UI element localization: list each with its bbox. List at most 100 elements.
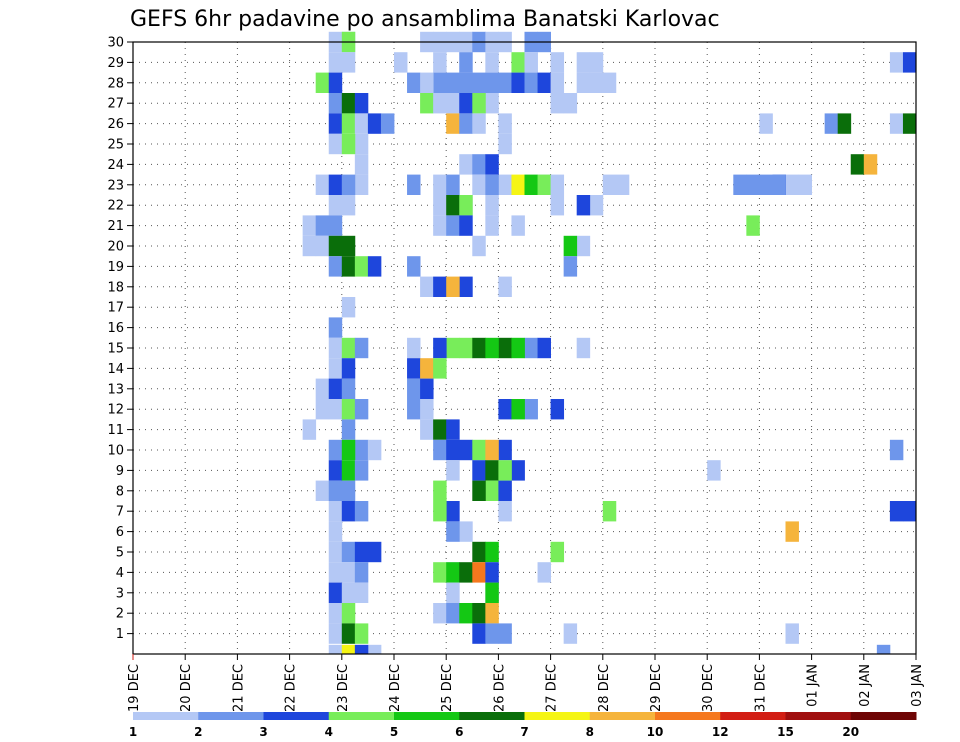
heatmap-cell <box>407 378 421 399</box>
heatmap-cell <box>328 501 343 522</box>
heatmap-cell <box>772 174 786 195</box>
heatmap-cell <box>341 399 356 420</box>
heatmap-cell <box>485 337 499 359</box>
heatmap-cell <box>485 52 499 73</box>
heatmap-cell <box>341 93 356 114</box>
heatmap-cell <box>446 337 460 359</box>
heatmap-cell <box>328 93 343 114</box>
heatmap-cell <box>354 93 369 114</box>
heatmap-cell <box>328 399 343 420</box>
heatmap-cell <box>889 439 904 461</box>
y-tick-label: 28 <box>107 76 124 91</box>
heatmap-cell <box>459 154 473 175</box>
heatmap-cell <box>433 419 447 440</box>
colorbar-tick-label: 5 <box>390 725 398 739</box>
heatmap-cell <box>446 93 460 114</box>
colorbar-tick-label: 7 <box>520 725 528 739</box>
y-tick-label: 20 <box>107 240 124 255</box>
colorbar-tick-label: 15 <box>777 725 794 739</box>
heatmap-cell <box>328 644 343 654</box>
heatmap-cell <box>459 72 473 93</box>
y-tick-label: 11 <box>107 423 124 438</box>
heatmap-cell <box>302 215 317 236</box>
y-tick-label: 1 <box>116 627 124 642</box>
heatmap-cell <box>341 337 356 359</box>
x-tick-label: 26 DEC <box>492 664 507 712</box>
heatmap-cell <box>433 439 447 461</box>
heatmap-cell <box>341 419 356 440</box>
heatmap-cell <box>759 113 773 134</box>
y-tick-label: 9 <box>116 464 124 479</box>
heatmap-cell <box>354 113 369 134</box>
y-tick-label: 2 <box>116 607 124 622</box>
x-tick-label: 19 DEC <box>127 664 142 712</box>
heatmap-cell <box>550 72 565 93</box>
heatmap-cell <box>446 501 460 522</box>
heatmap-cell <box>498 113 512 134</box>
heatmap-cell <box>485 582 499 603</box>
heatmap-cell <box>459 195 473 216</box>
heatmap-cell <box>433 174 447 195</box>
y-tick-label: 25 <box>107 138 124 153</box>
heatmap-cell <box>354 644 369 654</box>
heatmap-cell <box>472 93 486 114</box>
heatmap-cell <box>407 256 421 277</box>
heatmap-cell <box>328 358 343 379</box>
heatmap-cell <box>459 521 473 542</box>
heatmap-cell <box>328 582 343 603</box>
y-tick-label: 19 <box>107 260 124 275</box>
heatmap-cell <box>498 480 512 501</box>
colorbar-tick-label: 10 <box>647 725 664 739</box>
heatmap-cell <box>328 52 343 73</box>
heatmap-cell <box>498 133 512 155</box>
colorbar-tick-label: 1 <box>129 725 137 739</box>
colorbar-tick-label: 3 <box>259 725 267 739</box>
heatmap-cell <box>433 195 447 216</box>
heatmap-cell <box>354 174 369 195</box>
heatmap-cell <box>341 541 356 563</box>
x-tick-label: 22 DEC <box>284 664 299 712</box>
heatmap-cell <box>850 154 865 175</box>
heatmap-cell <box>341 358 356 379</box>
heatmap-cell <box>354 256 369 277</box>
heatmap-cell <box>785 174 799 195</box>
heatmap-cell <box>420 93 434 114</box>
heatmap-cell <box>485 562 499 583</box>
heatmap-cell <box>341 256 356 277</box>
heatmap-cell <box>446 419 460 440</box>
y-tick-label: 7 <box>116 505 124 520</box>
heatmap-cell <box>459 562 473 583</box>
heatmap-cell <box>563 235 578 257</box>
heatmap-cell <box>876 644 891 654</box>
heatmap-cell <box>524 174 538 195</box>
heatmap-cell <box>446 562 460 583</box>
heatmap-cell <box>446 439 460 461</box>
y-tick-label: 21 <box>107 219 124 234</box>
y-tick-label: 30 <box>107 36 124 51</box>
colorbar-swatch <box>394 712 460 720</box>
heatmap-cell <box>328 195 343 216</box>
heatmap-cell <box>328 337 343 359</box>
heatmap-cell <box>472 174 486 195</box>
heatmap-cell <box>589 72 604 93</box>
heatmap-cell <box>354 623 369 644</box>
heatmap-cell <box>420 378 434 399</box>
heatmap-cell <box>354 399 369 420</box>
heatmap-cell <box>302 235 317 257</box>
y-tick-label: 10 <box>107 444 124 459</box>
heatmap-cell <box>354 501 369 522</box>
heatmap-cell <box>341 133 356 155</box>
heatmap-cell <box>472 623 486 644</box>
heatmap-cell <box>328 541 343 563</box>
heatmap-cell <box>446 460 460 481</box>
heatmap-cell <box>902 113 917 134</box>
heatmap-cell <box>367 256 382 277</box>
y-tick-label: 6 <box>116 525 124 540</box>
heatmap-cell <box>302 419 317 440</box>
heatmap-cell <box>459 603 473 624</box>
heatmap-cell <box>576 52 591 73</box>
heatmap-cell <box>511 337 525 359</box>
heatmap-cell <box>498 399 512 420</box>
heatmap-cell <box>498 501 512 522</box>
heatmap-cell <box>602 501 617 522</box>
